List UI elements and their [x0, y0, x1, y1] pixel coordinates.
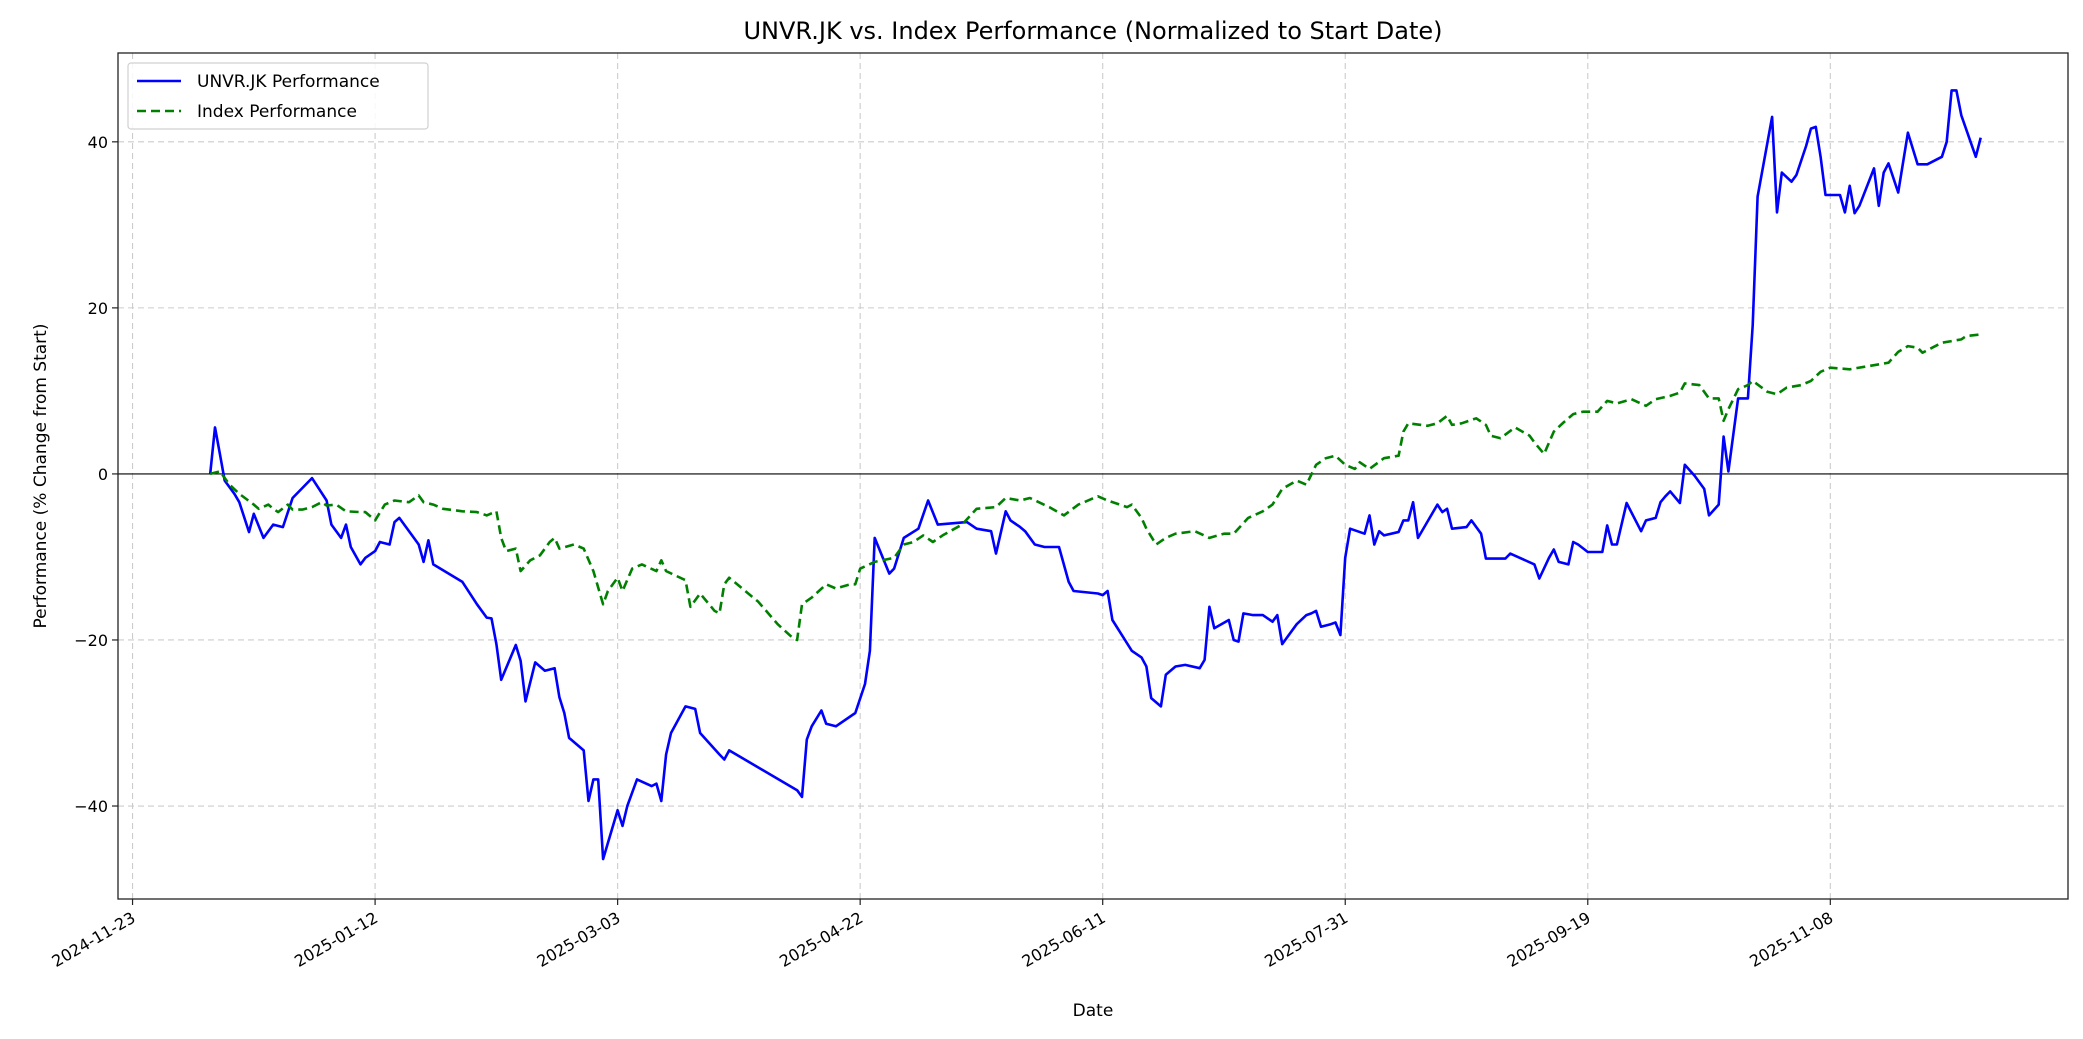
- y-tick-label: −20: [74, 631, 108, 650]
- legend-box: [127, 62, 429, 130]
- x-axis-label: Date: [1073, 1001, 1114, 1021]
- series-line-unvr: [208, 89, 1982, 861]
- y-tick-label: −40: [74, 797, 108, 816]
- legend-label-index: Index Performance: [197, 102, 357, 122]
- y-tick-label: 0: [98, 465, 108, 484]
- y-axis-label: Performance (% Change from Start): [31, 324, 51, 629]
- series-lines: [208, 89, 1982, 861]
- y-tick-label: 40: [88, 133, 108, 152]
- axes-frame: [117, 52, 2069, 900]
- legend-label-unvr: UNVR.JK Performance: [197, 72, 380, 92]
- series-line-index: [209, 333, 1981, 642]
- chart-title: UNVR.JK vs. Index Performance (Normalize…: [743, 17, 1442, 45]
- y-axis-ticks: −40 −20 0 20 40: [74, 133, 118, 816]
- y-tick-label: 20: [88, 299, 108, 318]
- grid: [118, 53, 2068, 899]
- legend: UNVR.JK Performance Index Performance: [127, 62, 429, 130]
